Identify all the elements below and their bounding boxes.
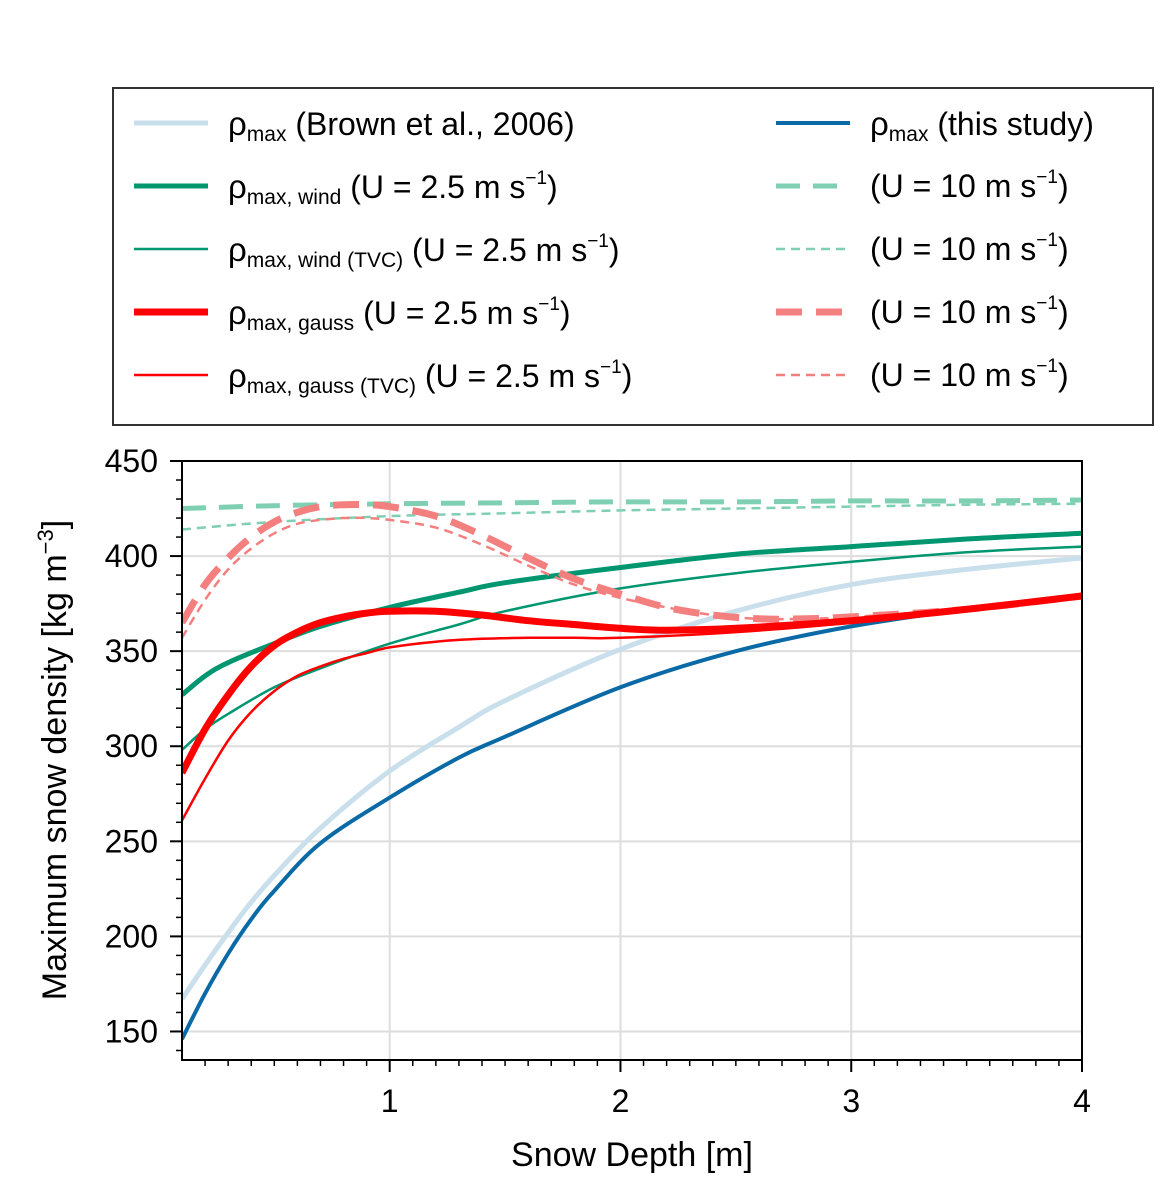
legend-swatch <box>134 373 208 377</box>
y-tick-label: 450 <box>105 443 158 479</box>
legend-swatch <box>776 121 850 125</box>
legend-label-sup: −1 <box>525 167 548 189</box>
legend-entry-wind-tvc: ρmax, wind (TVC) (U = 2.5 m s−1) <box>132 229 620 271</box>
y-tick-label: 400 <box>105 538 158 574</box>
y-tick-label: 200 <box>105 918 158 954</box>
legend-label-after: ) <box>559 294 571 331</box>
legend-label: (U = 10 m s−1) <box>870 230 1069 267</box>
legend-label: ρmax (this study) <box>870 104 1094 145</box>
legend-label-sup: −1 <box>1036 230 1058 251</box>
legend-label-after: ) <box>1057 168 1069 204</box>
legend-swatch <box>134 120 208 126</box>
series-line-gauss <box>182 592 1082 775</box>
legend-label-sym: ρ <box>228 356 247 394</box>
legend-entry-wind-10: (U = 10 m s−1) <box>774 166 1069 206</box>
legend-label-text: (this study) <box>928 105 1094 142</box>
legend-entry-gauss-tvc: ρmax, gauss (TVC) (U = 2.5 m s−1) <box>132 355 633 397</box>
legend-label-text: (U = 2.5 m s <box>354 294 539 331</box>
legend-label-text: (Brown et al., 2006) <box>286 105 575 142</box>
series-line-this-study <box>182 594 1082 1040</box>
legend-swatch <box>134 247 208 251</box>
series-line-gauss-tvc-10 <box>182 516 1082 639</box>
y-axis-label-text: Maximum snow density [kg m <box>36 554 74 1000</box>
y-tick-label: 300 <box>105 728 158 764</box>
legend-swatch <box>776 308 850 316</box>
legend-swatch <box>134 308 208 316</box>
series-lines <box>182 497 1082 1040</box>
legend-label-sup: −1 <box>538 293 560 315</box>
x-tick-label: 4 <box>1073 1083 1091 1119</box>
legend-label-after: ) <box>621 357 633 394</box>
legend-label-sup: −1 <box>600 356 622 378</box>
legend-label-text: (U = 10 m s <box>870 168 1037 204</box>
y-tick-label: 350 <box>105 633 158 669</box>
legend-label-after: ) <box>1057 357 1069 393</box>
legend-label-sym: ρ <box>228 104 247 142</box>
legend-label-sym: ρ <box>870 104 889 142</box>
legend-label: ρmax, wind (U = 2.5 m s−1) <box>228 167 558 208</box>
legend-label: ρmax, gauss (TVC) (U = 2.5 m s−1) <box>228 356 633 397</box>
x-tick-label: 2 <box>612 1083 630 1119</box>
legend-label-text: (U = 2.5 m s <box>341 168 526 205</box>
legend-label-after: ) <box>1057 294 1069 330</box>
x-axis-label: Snow Depth [m] <box>511 1136 753 1174</box>
legend-label-text: (U = 10 m s <box>870 294 1037 330</box>
y-axis-label-close: ] <box>36 520 74 529</box>
legend-entry-gauss-10: (U = 10 m s−1) <box>774 292 1069 332</box>
series-line-wind-tvc <box>182 545 1082 751</box>
x-tick-label: 3 <box>842 1083 860 1119</box>
legend-label-text: (U = 10 m s <box>870 231 1037 267</box>
legend-label-sup: −1 <box>1036 293 1058 314</box>
legend-label-sub: max, gauss <box>246 311 355 335</box>
legend-label-after: ) <box>608 231 620 268</box>
legend-label-after: ) <box>1057 231 1069 267</box>
series-line-brown <box>182 555 1082 1001</box>
legend-swatch <box>134 183 208 189</box>
legend-label-sup: −1 <box>1036 167 1058 188</box>
legend-label-sym: ρ <box>228 293 247 331</box>
legend-label-text: (U = 2.5 m s <box>403 231 588 268</box>
legend-label: ρmax (Brown et al., 2006) <box>228 104 575 145</box>
axis-ticks: 1 2 3 4 150 200 250 300 350 400 450 <box>105 443 1091 1119</box>
legend-label-sub: max, wind (TVC) <box>246 248 404 272</box>
legend-label: ρmax, gauss (U = 2.5 m s−1) <box>228 293 571 334</box>
legend-label-sup: −1 <box>1036 356 1058 377</box>
series-line-gauss-10 <box>182 500 1082 625</box>
y-axis-label-exponent: −3 <box>33 529 58 554</box>
y-tick-label: 150 <box>105 1013 158 1049</box>
legend-label-sub: max <box>888 122 929 146</box>
legend-entry-wind: ρmax, wind (U = 2.5 m s−1) <box>132 166 558 208</box>
legend-label-sym: ρ <box>228 230 247 268</box>
plot-frame <box>181 460 1083 1061</box>
legend-label-sym: ρ <box>228 167 247 205</box>
legend-label-text: (U = 2.5 m s <box>415 357 601 394</box>
legend-label-after: ) <box>547 168 558 205</box>
y-axis-label: Maximum snow density [kg m−3] <box>33 520 74 1000</box>
legend-swatch <box>776 247 850 251</box>
legend-entry-gauss: ρmax, gauss (U = 2.5 m s−1) <box>132 292 571 334</box>
legend-label-sub: max <box>246 122 287 146</box>
legend-entry-wind-tvc-10: (U = 10 m s−1) <box>774 229 1069 269</box>
legend-label-sub: max, gauss (TVC) <box>246 374 416 398</box>
series-line-wind-tvc-10 <box>182 502 1082 531</box>
legend-label-sup: −1 <box>587 230 609 252</box>
legend-entry-gauss-tvc-10: (U = 10 m s−1) <box>774 355 1069 395</box>
legend-label-sub: max, wind <box>246 185 342 209</box>
y-tick-label: 250 <box>105 823 158 859</box>
legend: ρmax (Brown et al., 2006) ρmax, wind (U =… <box>112 87 1154 426</box>
legend-swatch <box>776 373 850 377</box>
legend-label: (U = 10 m s−1) <box>870 167 1069 204</box>
legend-label-text: (U = 10 m s <box>870 357 1037 393</box>
series-line-wind <box>182 530 1082 697</box>
grid <box>182 460 1083 1060</box>
x-tick-label: 1 <box>381 1083 399 1119</box>
legend-label: (U = 10 m s−1) <box>870 293 1069 330</box>
legend-entry-this-study: ρmax (this study) <box>774 103 1094 145</box>
legend-entry-brown: ρmax (Brown et al., 2006) <box>132 103 575 145</box>
legend-label: ρmax, wind (TVC) (U = 2.5 m s−1) <box>228 230 620 271</box>
legend-swatch <box>776 183 850 189</box>
legend-label: (U = 10 m s−1) <box>870 356 1069 393</box>
